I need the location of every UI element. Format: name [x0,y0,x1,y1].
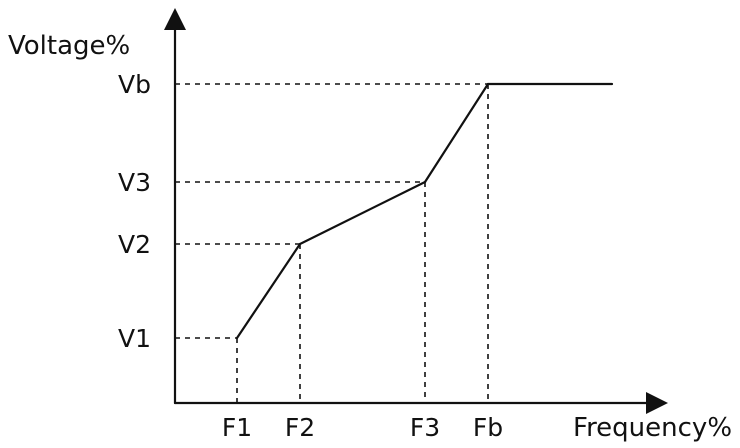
axes-layer [164,8,668,414]
x-axis-label: Frequency% [573,413,732,443]
y-axis-label: Voltage% [8,31,130,61]
x-tick-label-f1: F1 [222,413,252,442]
curve-segment-1 [235,242,302,340]
x-axis-arrowhead [646,392,668,414]
curve-segment-3 [423,82,490,184]
x-tick-label-fb: Fb [473,413,503,442]
curve-segment-2 [298,180,427,246]
y-tick-label-v2: V2 [118,230,151,259]
x-tick-label-f2: F2 [285,413,315,442]
y-tick-label-vb: Vb [118,70,151,99]
guides-layer [175,83,524,403]
y-tick-label-v3: V3 [118,168,151,197]
labels-layer: Voltage% Frequency% V1 V2 V3 Vb F1 F2 F3 Fb [8,31,732,443]
y-axis-arrowhead [164,8,186,30]
curve-layer [235,82,614,340]
y-tick-label-v1: V1 [118,324,151,353]
x-tick-label-f3: F3 [410,413,440,442]
